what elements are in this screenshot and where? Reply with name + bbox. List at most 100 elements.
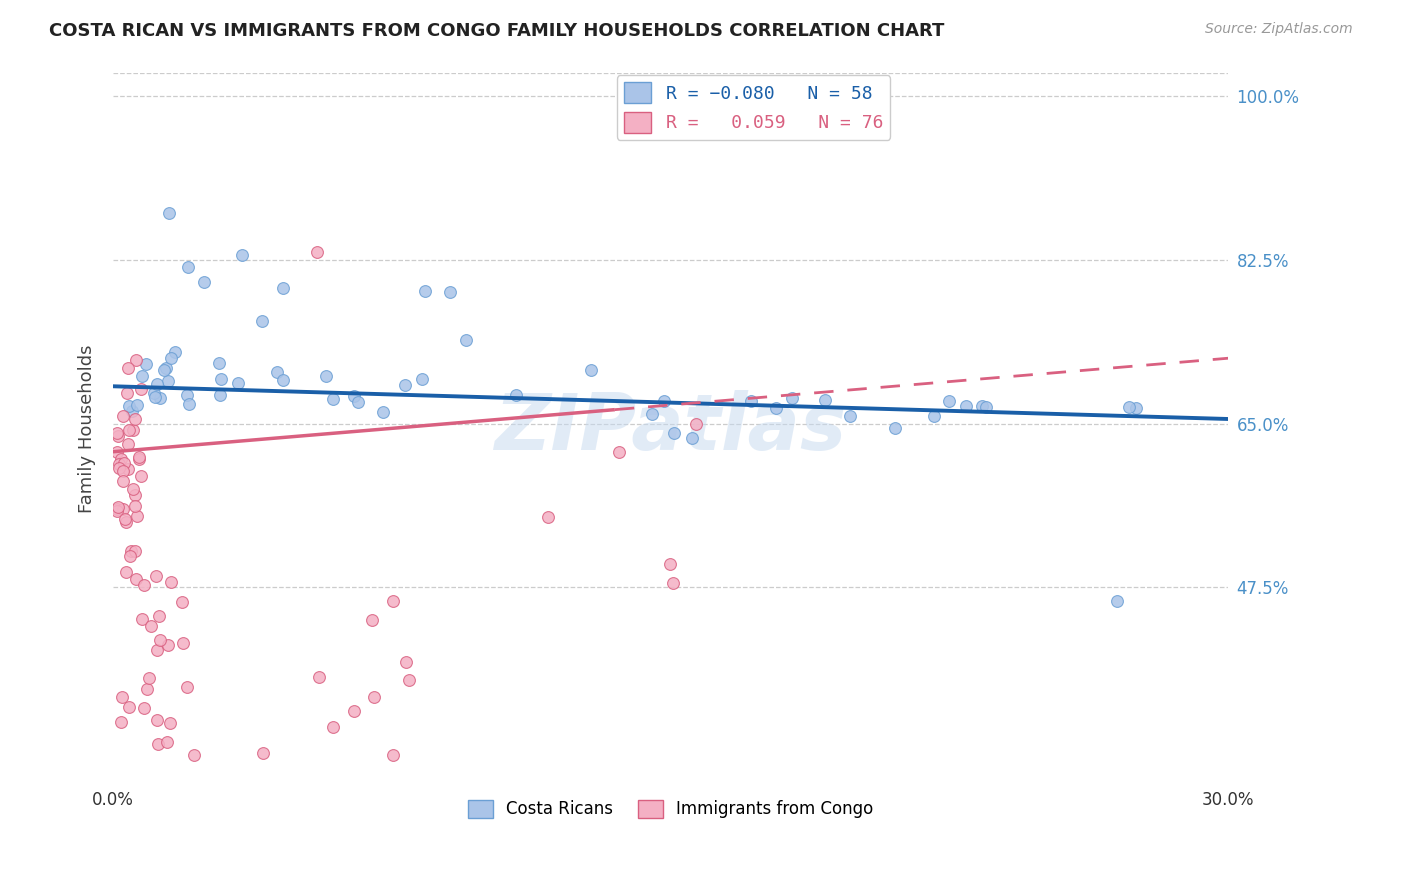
Point xyxy=(662,575,685,590)
Point xyxy=(146,376,169,391)
Point xyxy=(134,578,156,592)
Point xyxy=(115,386,138,401)
Point xyxy=(685,417,707,431)
Point xyxy=(121,423,143,437)
Point xyxy=(111,502,134,516)
Point xyxy=(347,395,370,409)
Point xyxy=(780,392,803,406)
Point xyxy=(105,502,128,516)
Point xyxy=(884,421,907,435)
Point xyxy=(107,429,129,443)
Point xyxy=(170,595,193,609)
Point xyxy=(105,425,128,440)
Point xyxy=(156,735,179,749)
Point xyxy=(135,357,157,371)
Point xyxy=(955,399,977,413)
Point xyxy=(131,612,153,626)
Point xyxy=(149,391,172,405)
Point xyxy=(112,409,135,423)
Point xyxy=(145,713,167,727)
Point xyxy=(271,374,294,388)
Point xyxy=(226,376,249,391)
Point xyxy=(112,465,135,479)
Point xyxy=(117,462,139,476)
Point xyxy=(681,431,703,445)
Point xyxy=(838,409,860,423)
Point xyxy=(112,456,135,470)
Point xyxy=(924,409,946,424)
Point xyxy=(124,544,146,558)
Point xyxy=(579,363,602,377)
Point xyxy=(394,378,416,392)
Point xyxy=(1125,401,1147,416)
Point xyxy=(740,394,762,409)
Point xyxy=(129,469,152,483)
Point xyxy=(439,285,461,300)
Point xyxy=(609,444,631,458)
Point xyxy=(148,737,170,751)
Point xyxy=(149,632,172,647)
Point xyxy=(110,452,132,467)
Point xyxy=(139,618,162,632)
Legend: Costa Ricans, Immigrants from Congo: Costa Ricans, Immigrants from Congo xyxy=(461,793,880,825)
Point xyxy=(652,393,675,408)
Point xyxy=(209,387,232,401)
Point xyxy=(107,500,129,514)
Point xyxy=(105,444,128,458)
Point xyxy=(125,352,148,367)
Point xyxy=(1118,401,1140,415)
Point xyxy=(108,460,131,475)
Point xyxy=(938,393,960,408)
Point xyxy=(183,747,205,762)
Point xyxy=(193,276,215,290)
Point xyxy=(271,280,294,294)
Point xyxy=(107,457,129,471)
Point xyxy=(207,356,229,370)
Point xyxy=(382,748,405,763)
Point xyxy=(110,714,132,729)
Point xyxy=(115,515,138,529)
Point xyxy=(160,574,183,589)
Point xyxy=(315,368,337,383)
Point xyxy=(177,397,200,411)
Point xyxy=(124,488,146,502)
Point xyxy=(128,450,150,464)
Point xyxy=(121,404,143,418)
Point xyxy=(305,244,328,259)
Point xyxy=(382,594,405,608)
Point xyxy=(125,572,148,586)
Point xyxy=(176,388,198,402)
Point xyxy=(641,407,664,421)
Point xyxy=(157,206,180,220)
Text: COSTA RICAN VS IMMIGRANTS FROM CONGO FAMILY HOUSEHOLDS CORRELATION CHART: COSTA RICAN VS IMMIGRANTS FROM CONGO FAM… xyxy=(49,22,945,40)
Point xyxy=(105,504,128,518)
Point xyxy=(127,398,149,412)
Point xyxy=(970,400,993,414)
Point xyxy=(395,655,418,669)
Point xyxy=(115,565,138,579)
Point xyxy=(536,510,558,524)
Point xyxy=(974,400,997,414)
Point xyxy=(124,411,146,425)
Point xyxy=(398,673,420,687)
Point xyxy=(159,715,181,730)
Point xyxy=(112,475,135,489)
Point xyxy=(153,363,176,377)
Point xyxy=(118,423,141,437)
Point xyxy=(157,638,180,652)
Point xyxy=(165,345,187,359)
Point xyxy=(413,284,436,298)
Point xyxy=(129,382,152,396)
Point xyxy=(343,389,366,403)
Point xyxy=(136,681,159,696)
Point xyxy=(128,451,150,466)
Point xyxy=(118,549,141,563)
Point xyxy=(138,672,160,686)
Point xyxy=(176,680,198,694)
Point xyxy=(361,613,384,627)
Point xyxy=(117,360,139,375)
Point xyxy=(343,704,366,718)
Point xyxy=(145,569,167,583)
Point xyxy=(231,247,253,261)
Point xyxy=(765,401,787,415)
